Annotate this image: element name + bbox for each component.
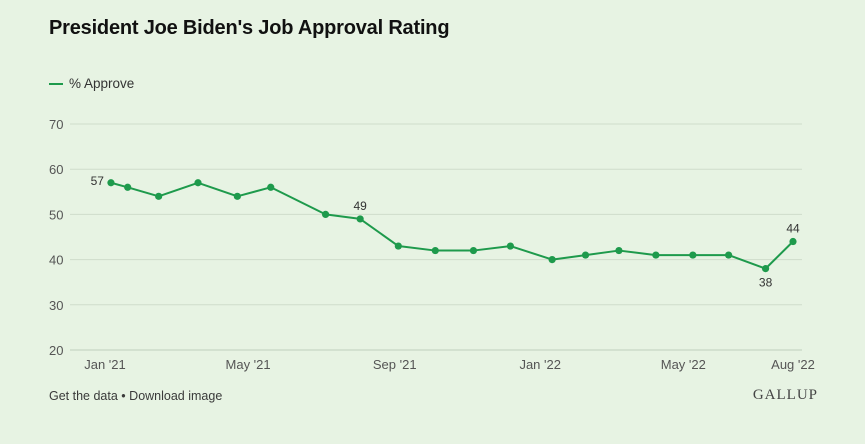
legend-swatch — [49, 82, 63, 85]
data-label: 38 — [759, 276, 773, 290]
data-point[interactable] — [615, 246, 623, 255]
gridlines — [70, 123, 802, 351]
x-tick-label: Sep '21 — [373, 357, 417, 372]
footer-links: Get the data • Download image — [49, 389, 222, 403]
x-tick-label: Jan '21 — [84, 357, 126, 372]
series-approve: 57 49 38 44 — [91, 174, 800, 290]
data-point[interactable] — [356, 215, 364, 223]
x-axis-ticks: Jan '21 May '21 Sep '21 Jan '22 May '22 Aug '… — [84, 357, 815, 372]
y-tick-label: 70 — [49, 117, 63, 132]
footer-separator: • — [121, 389, 126, 403]
data-point[interactable] — [155, 192, 163, 200]
y-tick-label: 20 — [49, 343, 63, 358]
legend-label: % Approve — [69, 76, 135, 91]
data-point[interactable] — [267, 183, 275, 191]
data-label: 57 — [91, 174, 105, 188]
get-data-link[interactable]: Get the data — [49, 389, 118, 403]
data-point[interactable] — [107, 179, 115, 187]
x-tick-label: Aug '22 — [771, 357, 815, 372]
data-label: 44 — [786, 222, 800, 236]
y-tick-label: 50 — [49, 207, 63, 222]
x-tick-label: May '22 — [661, 357, 706, 372]
data-point[interactable] — [725, 251, 733, 259]
data-point[interactable] — [124, 183, 132, 191]
gallup-logo: GALLUP — [752, 387, 818, 403]
download-image-link[interactable]: Download image — [129, 389, 223, 403]
data-point[interactable] — [469, 246, 478, 255]
y-tick-label: 40 — [49, 253, 63, 268]
data-point[interactable] — [431, 246, 439, 255]
data-point[interactable] — [652, 251, 660, 259]
data-point[interactable] — [548, 256, 556, 264]
data-point[interactable] — [321, 210, 330, 218]
y-axis-ticks: 20 30 40 50 60 70 — [49, 117, 63, 358]
legend: % Approve — [49, 76, 134, 91]
series-line — [110, 181, 794, 270]
data-label: 49 — [353, 199, 367, 213]
data-point[interactable] — [194, 179, 202, 187]
data-point[interactable] — [789, 237, 797, 246]
data-point[interactable] — [394, 242, 402, 250]
data-point[interactable] — [689, 251, 697, 259]
data-point[interactable] — [761, 265, 770, 273]
y-tick-label: 30 — [49, 298, 63, 313]
data-point[interactable] — [581, 251, 590, 259]
chart-title: President Joe Biden's Job Approval Ratin… — [49, 17, 450, 39]
data-point[interactable] — [506, 242, 515, 250]
x-tick-label: Jan '22 — [519, 357, 561, 372]
x-tick-label: May '21 — [226, 357, 271, 372]
y-tick-label: 60 — [49, 162, 63, 177]
data-point[interactable] — [233, 192, 241, 200]
